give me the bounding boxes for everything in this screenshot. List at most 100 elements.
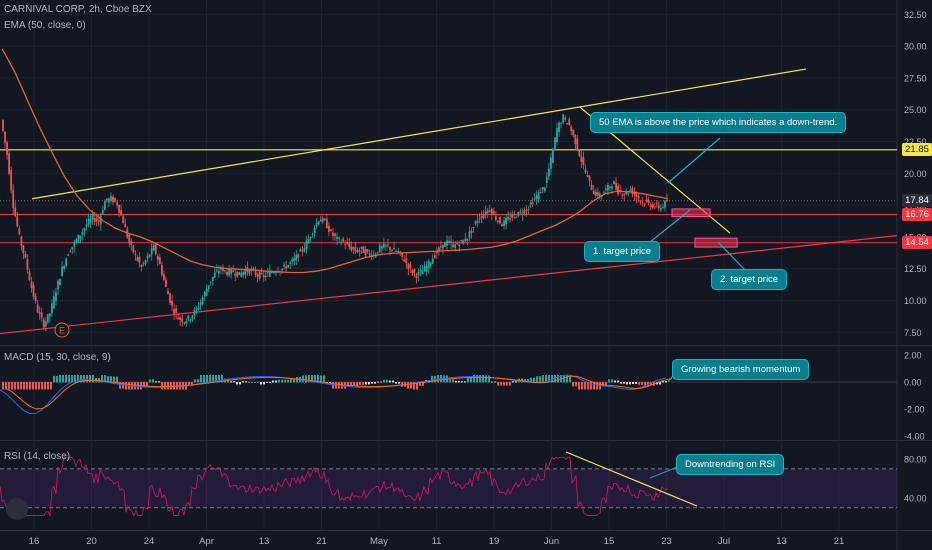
candle-body (226, 272, 228, 276)
candle-body (545, 176, 548, 183)
macd-bar (323, 375, 325, 383)
resistance-trendline (31, 68, 807, 200)
macd-bar (341, 382, 343, 389)
candle-body (409, 264, 412, 268)
candle-body (220, 268, 222, 270)
candle-body (14, 207, 17, 217)
macd-bar (596, 382, 598, 390)
candle-body (588, 175, 591, 181)
price-badge: 14.54 (902, 236, 932, 250)
macd-bar (26, 382, 28, 390)
candle-body (240, 272, 243, 277)
macd-bar (92, 375, 94, 383)
candle-body (482, 214, 485, 219)
candle-body (552, 149, 554, 163)
price-tick-label: 12.50 (904, 264, 927, 274)
candle-body (558, 122, 560, 132)
candle-body (399, 251, 402, 253)
macd-bar (620, 382, 622, 384)
macd-bar (266, 382, 268, 383)
candle-body (584, 169, 587, 173)
macd-bar (575, 382, 577, 387)
candle-body (474, 221, 477, 225)
candle-body (568, 119, 571, 125)
candle-body (446, 240, 448, 246)
candle-body (664, 200, 666, 208)
candle-body (252, 268, 255, 271)
candle-body (165, 279, 167, 287)
candle-body (173, 308, 176, 314)
candles-group (2, 113, 668, 332)
price-tick-label: 25.00 (904, 105, 927, 115)
macd-bar (251, 382, 253, 383)
candle-body (181, 318, 184, 323)
macd-bar (512, 381, 514, 383)
macd-bar (464, 381, 466, 383)
macd-bar (509, 382, 511, 386)
macd-bar (551, 375, 553, 383)
candle-body (222, 268, 224, 271)
candle-body (348, 243, 351, 248)
macd-bar (356, 382, 358, 386)
candle-body (419, 270, 422, 272)
candle-body (148, 254, 151, 257)
candle-body (653, 206, 656, 208)
macd-bar (281, 379, 283, 383)
macd-bar (386, 379, 388, 383)
candle-body (122, 216, 125, 224)
price-tick-label: 10.00 (904, 296, 927, 306)
candle-body (175, 308, 178, 313)
price-badge: 16.76 (902, 208, 932, 222)
macd-bar (74, 375, 76, 383)
candle-body (262, 275, 265, 277)
macd-bar (242, 381, 244, 383)
signal-line (5, 375, 673, 410)
candle-body (191, 315, 194, 320)
macd-bar (638, 382, 640, 385)
candle-body (423, 265, 426, 272)
candle-body (462, 240, 465, 245)
candle-body (560, 123, 562, 125)
macd-bar (650, 382, 652, 386)
candle-body (158, 256, 161, 265)
macd-bar (254, 382, 256, 383)
candle-body (368, 253, 371, 255)
candle-body (183, 322, 186, 324)
candle-body (81, 231, 84, 235)
candle-body (215, 270, 218, 272)
macd-bar (230, 381, 232, 383)
candle-body (95, 218, 98, 222)
candle-body (541, 187, 544, 190)
candle-body (150, 247, 153, 255)
candle-body (442, 244, 444, 249)
macd-bar (260, 382, 262, 385)
macd-bar (65, 375, 67, 383)
candle-body (590, 185, 593, 190)
macd-bar (110, 376, 112, 383)
macd-bar (608, 379, 610, 383)
macd-bar (368, 382, 370, 385)
macd-bar (506, 382, 508, 386)
candle-body (201, 297, 204, 305)
time-tick-label: 20 (86, 536, 97, 547)
tradingview-logo-icon[interactable] (6, 498, 28, 520)
candle-body (554, 137, 556, 149)
candle-body (338, 237, 340, 239)
macd-bar (194, 379, 196, 383)
macd-bar (494, 381, 496, 383)
macd-bar (392, 380, 394, 383)
macd-bar (416, 382, 418, 390)
candle-body (248, 269, 251, 274)
candle-body (42, 319, 45, 328)
candle-body (631, 187, 634, 195)
candle-body (305, 241, 308, 249)
macd-bar (467, 377, 469, 383)
candle-body (61, 266, 63, 276)
target-zone-1 (671, 208, 711, 218)
candle-body (354, 246, 357, 252)
candle-body (118, 204, 121, 213)
macd-bar (83, 375, 85, 383)
candle-body (330, 229, 332, 231)
candle-body (425, 265, 428, 272)
